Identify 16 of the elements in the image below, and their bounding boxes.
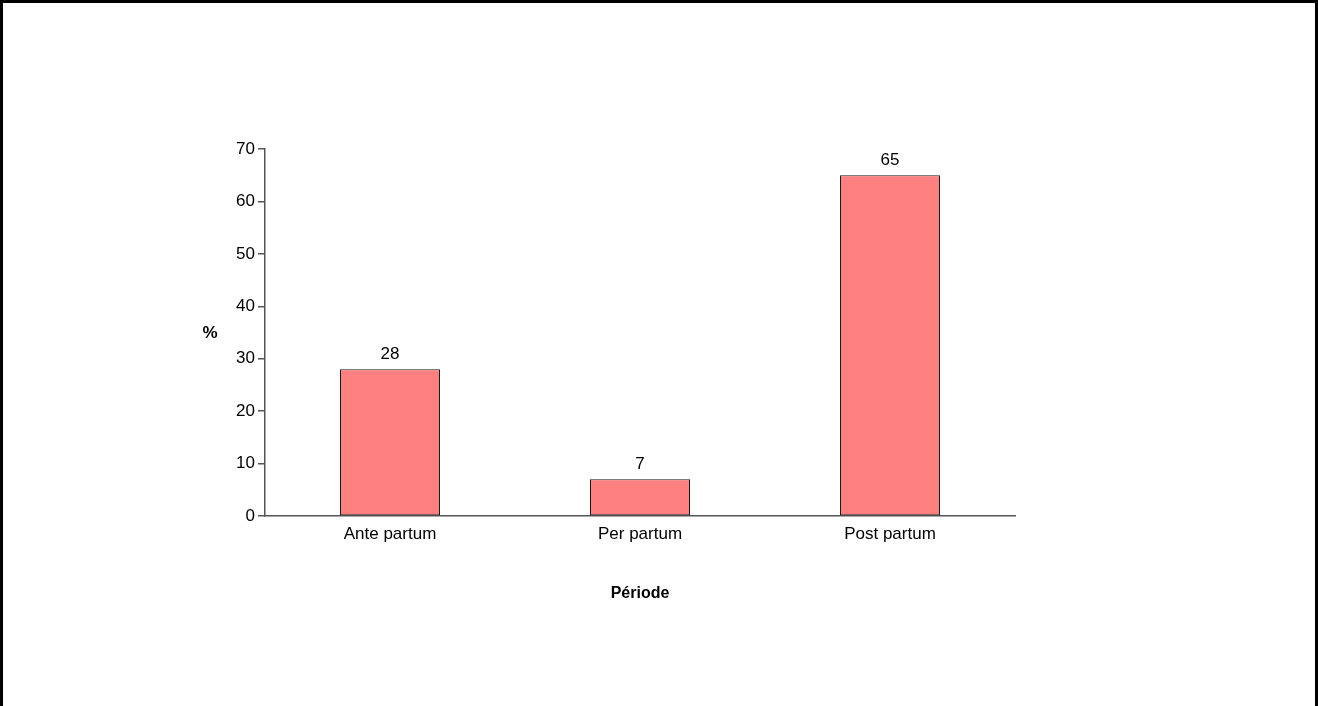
- y-tick-label: 0: [245, 505, 255, 525]
- y-tick-label: 40: [236, 295, 255, 315]
- x-tick-label: Post partum: [844, 523, 936, 543]
- y-tick-label: 20: [236, 400, 255, 420]
- data-label: 28: [380, 344, 400, 364]
- x-tick-label: Per partum: [597, 523, 683, 543]
- y-tick-label: 60: [236, 191, 255, 211]
- x-axis-title: Période: [610, 583, 670, 601]
- y-tick-label: 50: [236, 243, 255, 263]
- x-tick-label: Ante partum: [343, 523, 437, 543]
- y-tick-label: 70: [236, 138, 255, 158]
- y-axis-title: %: [202, 323, 218, 343]
- y-tick-label: 10: [236, 453, 255, 473]
- y-tick-label: 30: [236, 348, 255, 368]
- data-label: 65: [880, 150, 900, 170]
- data-label: 7: [635, 454, 645, 474]
